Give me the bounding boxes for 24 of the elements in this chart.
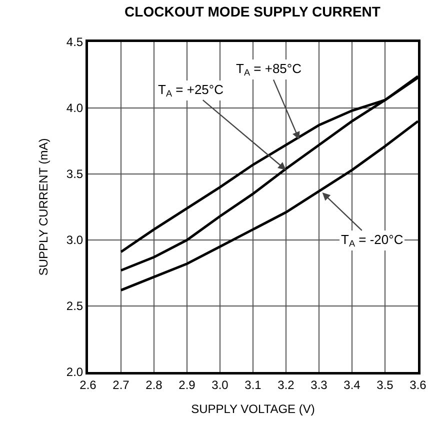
x-tick-label: 2.7 bbox=[112, 378, 130, 392]
annotation: T$_{A}$ = -20°C bbox=[341, 232, 404, 249]
x-tick-label: 3.4 bbox=[344, 378, 361, 392]
x-axis-title: SUPPLY VOLTAGE (V) bbox=[191, 402, 315, 416]
chart-title: CLOCKOUT MODE SUPPLY CURRENT bbox=[124, 3, 381, 20]
annotation: T$_{A}$ = +85°C bbox=[236, 61, 302, 78]
y-tick-label: 4.0 bbox=[66, 101, 84, 116]
y-tick-label: 2.5 bbox=[66, 299, 84, 314]
annotation: T$_{A}$ = +25°C bbox=[158, 82, 224, 99]
x-tick-label: 2.9 bbox=[178, 378, 196, 392]
x-tick-label: 2.8 bbox=[146, 378, 163, 392]
y-tick-label: 3.0 bbox=[66, 233, 84, 248]
line-series bbox=[120, 120, 418, 292]
y-axis-title: SUPPLY CURRENT (mA) bbox=[36, 138, 50, 276]
x-tick-label: 3.5 bbox=[376, 378, 394, 392]
x-tick-label: 3.1 bbox=[244, 378, 262, 392]
x-tick-label: 2.6 bbox=[80, 378, 97, 392]
y-tick-label: 2.0 bbox=[66, 365, 84, 380]
x-tick-label: 3.0 bbox=[212, 378, 229, 392]
y-tick-label: 4.5 bbox=[66, 35, 84, 50]
x-tick-label: 3.6 bbox=[410, 378, 427, 392]
x-tick-label: 3.2 bbox=[278, 378, 295, 392]
x-tick-label: 3.3 bbox=[310, 378, 328, 392]
y-tick-label: 3.5 bbox=[66, 167, 84, 182]
